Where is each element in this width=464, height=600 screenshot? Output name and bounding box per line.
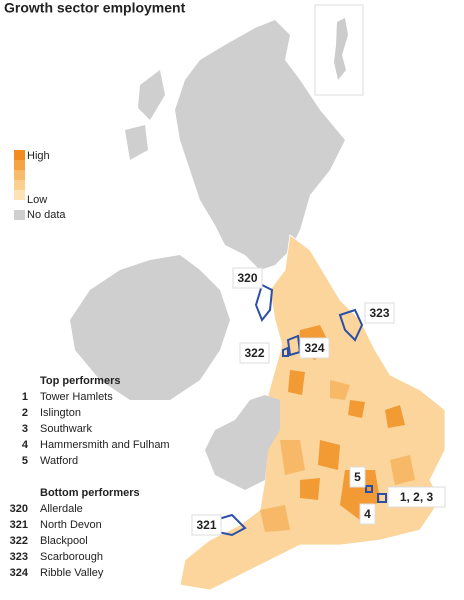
label-box <box>359 503 376 525</box>
map-label: 321 <box>196 518 216 532</box>
label-box <box>299 337 330 359</box>
map-label: 323 <box>369 306 389 320</box>
district-name: Allerdale <box>40 503 83 515</box>
map-label: 324 <box>304 341 324 355</box>
list-heading: Top performers <box>40 375 120 387</box>
district-name: Ribble Valley <box>40 567 104 579</box>
legend-low: Low <box>27 194 47 206</box>
title: Growth sector employment <box>4 0 186 16</box>
highlighted-districts <box>213 283 387 537</box>
district-name: North Devon <box>40 519 102 531</box>
legend-swatch <box>14 180 25 190</box>
label-box <box>191 514 222 536</box>
northern-ireland <box>70 255 230 400</box>
rank: 324 <box>10 567 29 579</box>
legend-swatch <box>14 210 25 220</box>
legend-no-data: No data <box>27 209 66 221</box>
district-name: Tower Hamlets <box>40 391 113 403</box>
list-heading: Bottom performers <box>40 487 140 499</box>
islands <box>125 70 165 160</box>
map-label: 4 <box>364 507 371 521</box>
district-name: Blackpool <box>40 535 88 547</box>
scotland <box>175 20 345 270</box>
label-box <box>349 466 366 488</box>
shetland <box>334 18 348 80</box>
legend-swatch <box>14 190 25 200</box>
wales <box>205 395 280 490</box>
label-box <box>232 267 263 289</box>
label-box <box>239 342 270 364</box>
rank: 5 <box>22 455 28 467</box>
map-label: 5 <box>354 470 361 484</box>
label-box <box>364 302 395 324</box>
label-box <box>387 486 446 508</box>
rank: 1 <box>22 391 28 403</box>
map-label: 1, 2, 3 <box>400 490 434 504</box>
rank: 3 <box>22 423 28 435</box>
district-name: Watford <box>40 455 78 467</box>
rank: 322 <box>10 535 28 547</box>
mid-districts <box>260 380 415 532</box>
rank: 320 <box>10 503 28 515</box>
rank: 321 <box>10 519 28 531</box>
legend-high: High <box>27 150 50 162</box>
legend-swatch <box>14 160 25 170</box>
district-name: Scarborough <box>40 551 103 563</box>
district-name: Southwark <box>40 423 92 435</box>
rank: 2 <box>22 407 28 419</box>
rank: 4 <box>22 439 29 451</box>
district-name: Islington <box>40 407 81 419</box>
map-label: 320 <box>237 271 257 285</box>
district-name: Hammersmith and Fulham <box>40 439 170 451</box>
legend-swatch <box>14 170 25 180</box>
map-label: 322 <box>244 346 264 360</box>
legend-swatch <box>14 150 25 160</box>
rank: 323 <box>10 551 28 563</box>
